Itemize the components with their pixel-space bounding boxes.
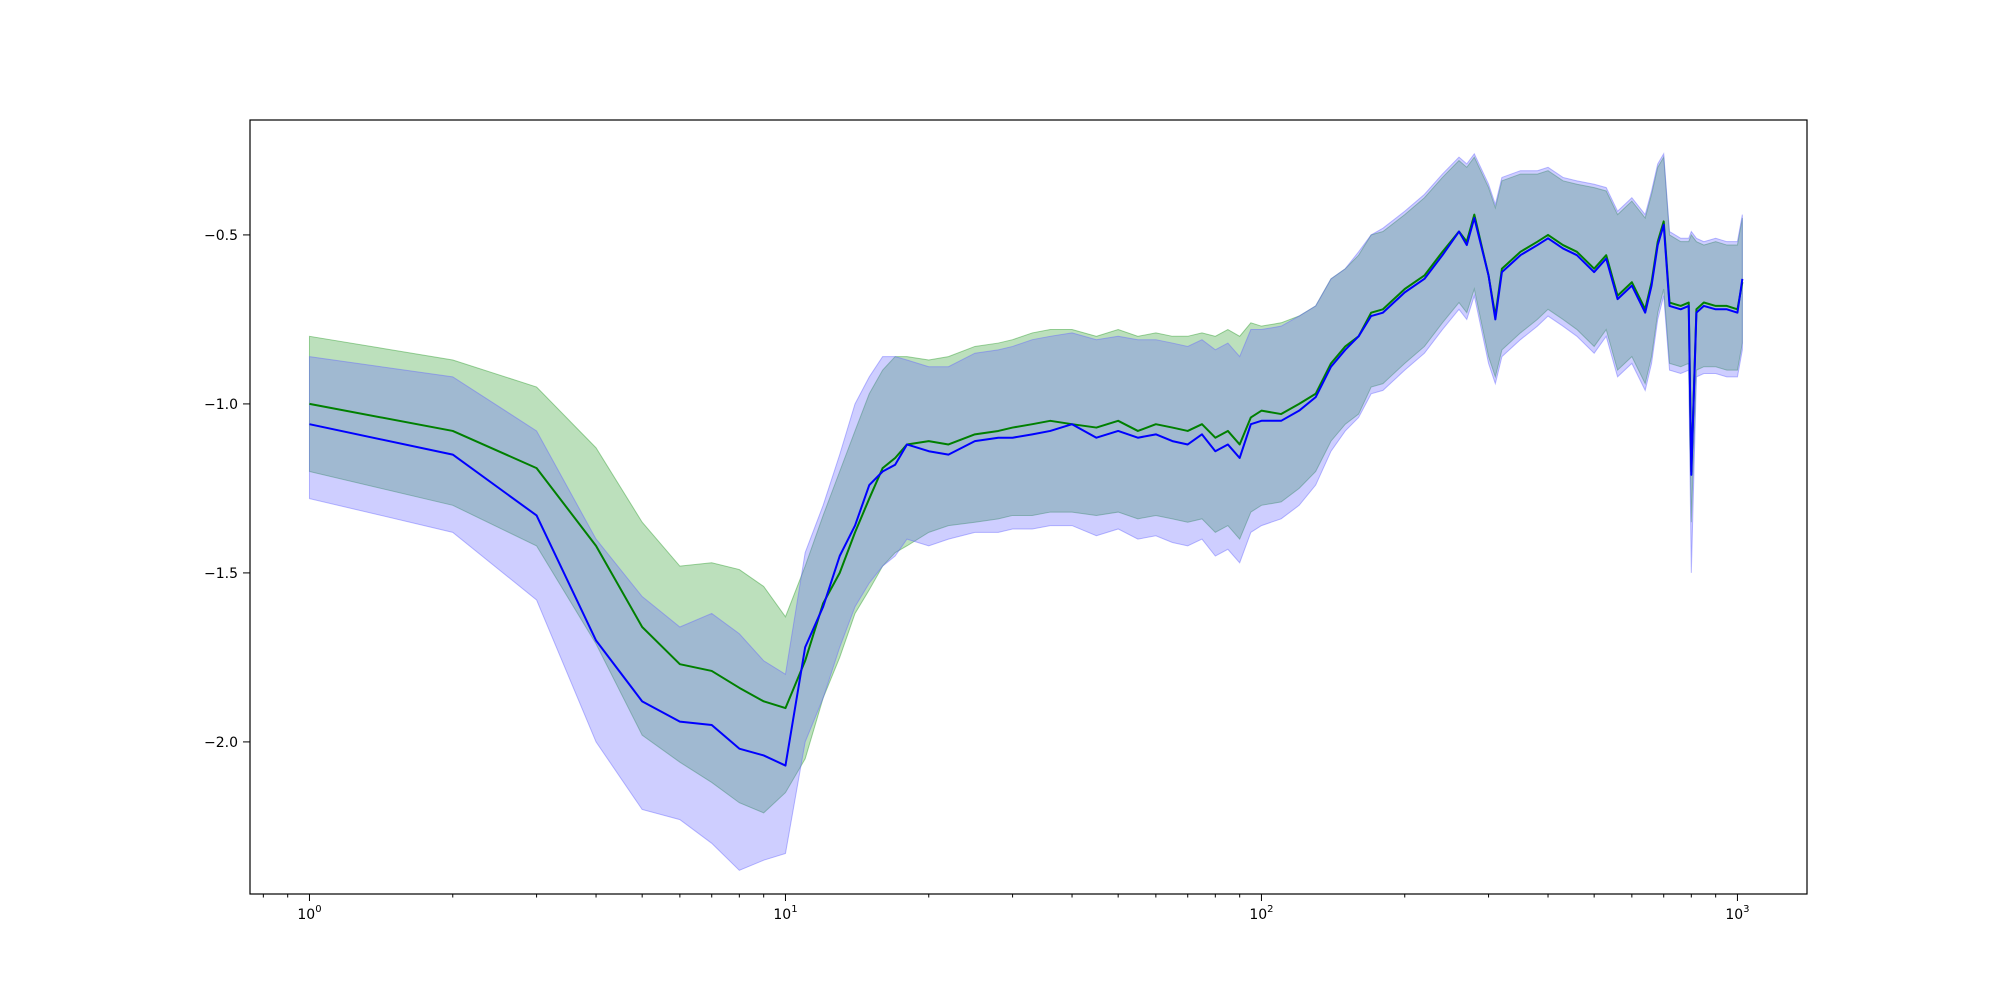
x-axis: 100 101 102 103 bbox=[262, 894, 1750, 923]
y-tick-label: −1.5 bbox=[204, 566, 238, 582]
series-lines bbox=[309, 213, 1744, 767]
x-tick-label: 100 bbox=[297, 904, 321, 923]
x-tick-label-base: 10 bbox=[773, 907, 791, 923]
y-tick-label: −0.5 bbox=[204, 228, 238, 244]
plot-frame bbox=[249, 119, 1808, 895]
y-tick-label: −2.0 bbox=[204, 735, 238, 751]
x-tick-label-base: 10 bbox=[1725, 907, 1743, 923]
x-tick-label-exponent: 3 bbox=[1743, 904, 1749, 915]
x-tick-label-base: 10 bbox=[1249, 907, 1267, 923]
series-2-line bbox=[309, 217, 1744, 767]
x-tick-label-exponent: 0 bbox=[315, 904, 321, 915]
x-tick-label: 101 bbox=[773, 904, 797, 923]
series-1-band bbox=[308, 155, 1743, 814]
confidence-bands bbox=[308, 152, 1743, 871]
x-tick-label-exponent: 1 bbox=[791, 904, 797, 915]
x-tick-label-exponent: 2 bbox=[1267, 904, 1273, 915]
series-2-band bbox=[308, 152, 1743, 871]
y-tick-label: −1.0 bbox=[204, 397, 238, 413]
y-axis: −0.5 −1.0 −1.5 −2.0 bbox=[204, 228, 250, 751]
x-tick-label: 103 bbox=[1725, 904, 1749, 923]
x-tick-label-base: 10 bbox=[297, 907, 315, 923]
x-tick-label: 102 bbox=[1249, 904, 1273, 923]
